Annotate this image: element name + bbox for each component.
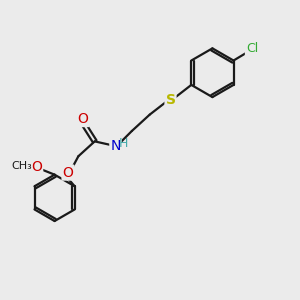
Text: H: H (119, 137, 128, 150)
Text: O: O (31, 160, 42, 174)
Text: O: O (62, 166, 74, 180)
Text: O: O (77, 112, 88, 126)
Text: Cl: Cl (246, 42, 258, 55)
Text: CH₃: CH₃ (11, 161, 32, 171)
Text: N: N (110, 139, 121, 153)
Text: S: S (166, 93, 176, 107)
